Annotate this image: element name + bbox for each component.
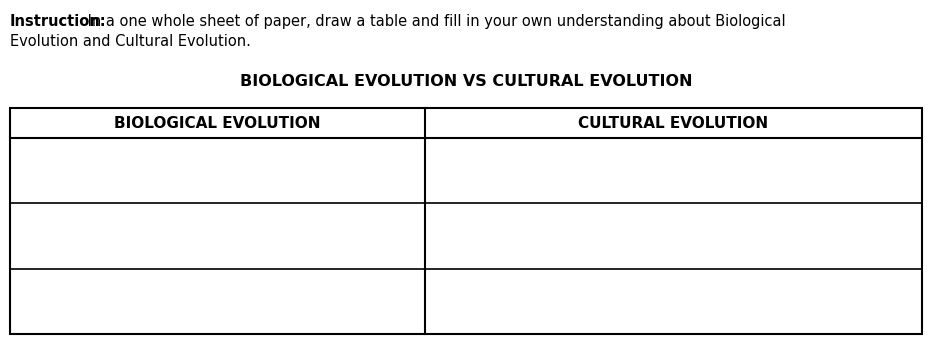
Text: Evolution and Cultural Evolution.: Evolution and Cultural Evolution. — [10, 34, 251, 49]
Text: Instruction:: Instruction: — [10, 14, 106, 29]
Text: In a one whole sheet of paper, draw a table and fill in your own understanding a: In a one whole sheet of paper, draw a ta… — [83, 14, 786, 29]
Text: BIOLOGICAL EVOLUTION: BIOLOGICAL EVOLUTION — [114, 116, 321, 131]
Bar — [10, 108, 922, 334]
Text: CULTURAL EVOLUTION: CULTURAL EVOLUTION — [578, 116, 769, 131]
Text: BIOLOGICAL EVOLUTION VS CULTURAL EVOLUTION: BIOLOGICAL EVOLUTION VS CULTURAL EVOLUTI… — [241, 74, 692, 89]
